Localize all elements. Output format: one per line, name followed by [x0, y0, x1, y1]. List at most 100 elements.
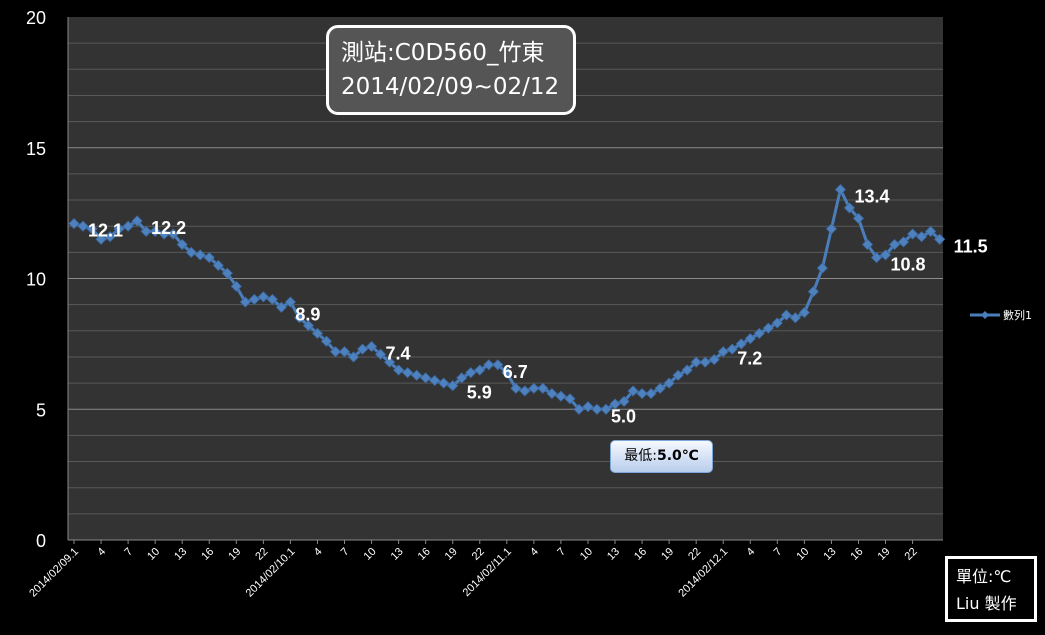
- data-point-marker: [825, 223, 837, 235]
- x-tick-label: 10: [362, 546, 379, 563]
- data-point-marker: [194, 249, 206, 261]
- x-tick-label: 22: [470, 546, 487, 563]
- x-tick-label: 19: [443, 546, 460, 563]
- data-point-marker: [519, 385, 531, 397]
- gridlines: [68, 42, 943, 515]
- minimum-value: 5.0℃: [656, 448, 699, 464]
- x-tick-label: 13: [605, 546, 622, 563]
- x-tick-label: 19: [226, 546, 243, 563]
- data-point-marker: [329, 346, 342, 358]
- x-tick-label: 7: [555, 546, 568, 559]
- data-label: 13.4: [854, 187, 889, 207]
- data-point-marker: [852, 212, 865, 224]
- unit-note-box: 單位:℃ Liu 製作: [945, 556, 1037, 622]
- legend: 數列1: [970, 307, 1032, 323]
- data-label: 10.8: [891, 255, 926, 275]
- x-tick-label: 19: [659, 546, 676, 563]
- data-point-marker: [510, 382, 522, 394]
- data-label: 12.2: [151, 218, 186, 238]
- data-point-marker: [302, 320, 315, 332]
- data-point-marker: [483, 359, 495, 371]
- x-tick-label: 2014/02/11.1: [461, 546, 514, 599]
- x-tick-label: 13: [821, 546, 838, 563]
- data-point-marker: [393, 364, 405, 376]
- data-point-marker: [816, 262, 828, 274]
- data-point-marker: [411, 369, 423, 381]
- data-point-marker: [365, 340, 378, 353]
- y-tick-label: 5: [36, 400, 46, 420]
- data-point-marker: [645, 387, 657, 400]
- x-tick-label: 16: [416, 546, 433, 563]
- x-tick-label: 7: [772, 546, 785, 559]
- data-point-marker: [609, 398, 621, 410]
- x-tick-label: 22: [253, 546, 270, 563]
- y-tick-label: 15: [26, 139, 46, 159]
- x-tick-label: 4: [95, 546, 108, 559]
- data-point-marker: [627, 385, 639, 397]
- data-point-marker: [311, 327, 324, 339]
- y-tick-label: 20: [26, 8, 46, 28]
- data-point-marker: [384, 356, 396, 368]
- data-label: 12.1: [88, 221, 123, 241]
- data-point-marker: [834, 184, 847, 196]
- data-point-marker: [663, 377, 675, 389]
- x-tick-label: 7: [122, 546, 135, 559]
- data-point-marker: [879, 249, 892, 261]
- data-point-marker: [140, 225, 152, 237]
- data-point-marker: [158, 228, 170, 240]
- data-point-marker: [708, 353, 720, 366]
- data-point-marker: [907, 228, 919, 240]
- data-point-marker: [257, 291, 269, 303]
- data-point-marker: [149, 225, 161, 237]
- data-point-marker: [564, 393, 576, 405]
- x-tick-label: 10: [145, 546, 162, 563]
- data-point-marker: [717, 346, 729, 358]
- data-point-marker: [131, 215, 143, 227]
- data-point-marker: [798, 306, 810, 319]
- data-point-marker: [681, 364, 693, 376]
- data-point-marker: [77, 220, 89, 232]
- x-tick-label: 2014/02/09.1: [27, 546, 81, 600]
- data-point-marker: [293, 312, 305, 324]
- data-point-marker: [447, 380, 459, 392]
- data-point-marker: [636, 387, 648, 400]
- data-point-marker: [176, 238, 188, 251]
- x-tick-label: 16: [848, 546, 865, 563]
- axes: [67, 17, 943, 541]
- data-point-marker: [789, 312, 801, 324]
- data-point-marker: [843, 202, 856, 214]
- data-point-marker: [591, 403, 603, 415]
- data-point-marker: [347, 351, 360, 363]
- data-point-marker: [338, 346, 351, 358]
- data-point-marker: [753, 327, 765, 339]
- x-tick-label: 4: [312, 546, 325, 559]
- x-tick-label: 13: [172, 546, 189, 563]
- data-point-marker: [356, 343, 369, 355]
- x-tick-label: 4: [528, 546, 541, 559]
- y-tick-labels: 0 5 10 15 20: [26, 8, 46, 551]
- data-point-marker: [888, 238, 901, 251]
- author-line: Liu 製作: [956, 594, 1017, 613]
- data-point-marker: [167, 228, 179, 240]
- x-tick-label: 10: [578, 546, 595, 563]
- data-label: 5.9: [467, 383, 492, 403]
- data-label: 5.0: [611, 406, 636, 426]
- data-point-marker: [429, 374, 441, 387]
- data-point-marker: [230, 280, 242, 292]
- y-tick-label: 0: [36, 531, 46, 551]
- data-point-marker: [744, 333, 756, 345]
- data-point-marker: [699, 356, 711, 368]
- data-point-marker: [320, 335, 333, 347]
- x-tick-label: 7: [339, 546, 352, 559]
- data-point-marker: [375, 348, 387, 360]
- data-point-marker: [501, 367, 513, 379]
- data-point-marker: [573, 403, 585, 415]
- minimum-label: 最低:: [624, 448, 657, 464]
- data-point-marker: [690, 356, 702, 368]
- data-point-marker: [95, 233, 107, 245]
- data-point-marker: [934, 233, 946, 245]
- data-point-marker: [185, 246, 197, 258]
- data-point-marker: [113, 223, 125, 235]
- y-tick-label: 10: [26, 270, 46, 290]
- data-label: 7.2: [737, 349, 762, 369]
